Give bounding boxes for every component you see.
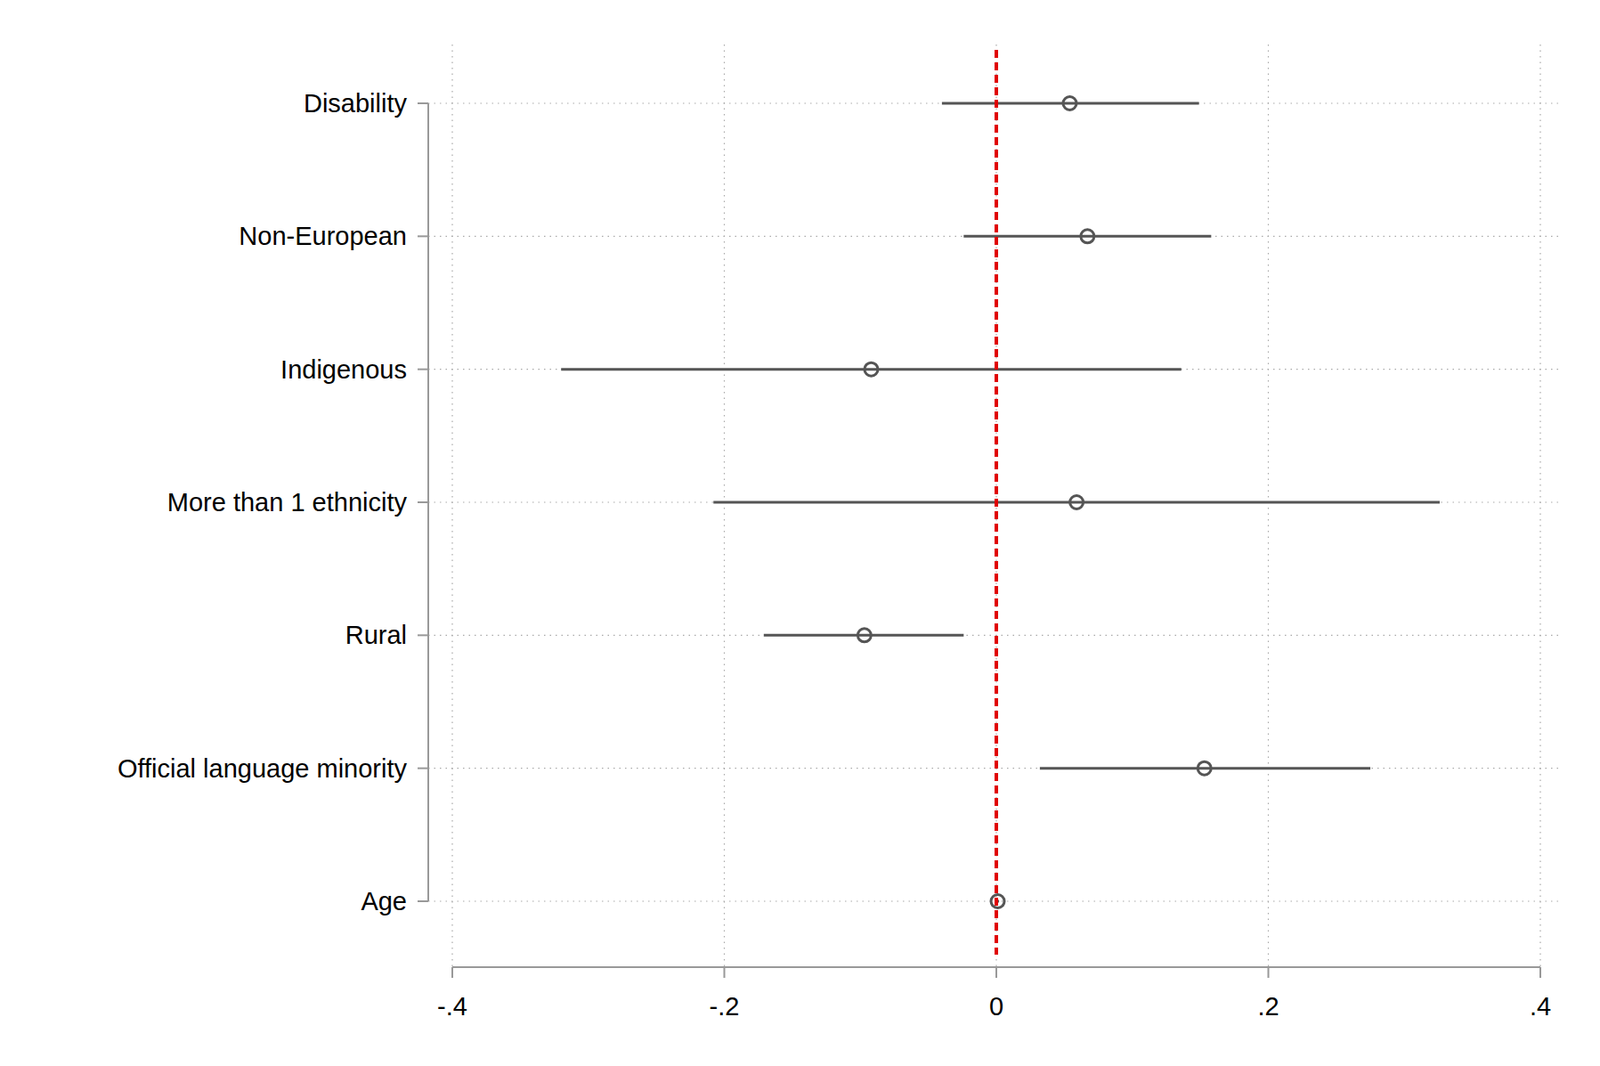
- grid-line: [723, 44, 725, 967]
- y-tick: [417, 102, 429, 105]
- y-tick: [417, 633, 429, 636]
- grid-line: [428, 235, 1563, 237]
- point: [1070, 495, 1084, 510]
- reference-line: [994, 49, 999, 955]
- x-tick: [723, 966, 726, 978]
- x-tick-label: -.2: [709, 991, 740, 1021]
- x-tick-label: 0: [989, 991, 1004, 1021]
- y-tick-label: Non-European: [238, 221, 407, 251]
- x-tick-label: -.4: [437, 991, 468, 1021]
- y-tick-label: Disability: [303, 89, 408, 118]
- y-tick-label: Official language minority: [117, 754, 408, 783]
- x-tick: [1539, 966, 1542, 978]
- point: [1197, 761, 1211, 775]
- y-tick: [417, 900, 429, 902]
- grid-line: [1539, 44, 1541, 967]
- point: [990, 894, 1005, 909]
- chart: -.4 -.2 0 .2 .4 Disability Non-European Indigen…: [0, 0, 1600, 1066]
- y-tick-label: Indigenous: [280, 355, 407, 384]
- y-tick-label: Rural: [345, 620, 407, 650]
- y-tick: [417, 235, 429, 237]
- point: [857, 628, 871, 642]
- point: [1063, 97, 1077, 111]
- y-tick-label: Age: [360, 886, 407, 916]
- x-tick: [1267, 966, 1270, 978]
- x-tick: [995, 966, 998, 978]
- y-tick: [417, 767, 429, 770]
- y-tick-label: More than 1 ethnicity: [167, 487, 408, 517]
- point: [864, 362, 878, 376]
- x-tick: [451, 966, 454, 978]
- grid-line: [451, 44, 453, 967]
- marks: [560, 49, 1440, 955]
- point: [1080, 229, 1095, 244]
- x-tick-label: .2: [1257, 991, 1279, 1021]
- grid-line: [428, 634, 1563, 636]
- y-tick: [417, 501, 429, 504]
- grid-line: [1267, 44, 1269, 967]
- y-tick: [417, 368, 429, 371]
- x-tick-label: .4: [1529, 991, 1552, 1021]
